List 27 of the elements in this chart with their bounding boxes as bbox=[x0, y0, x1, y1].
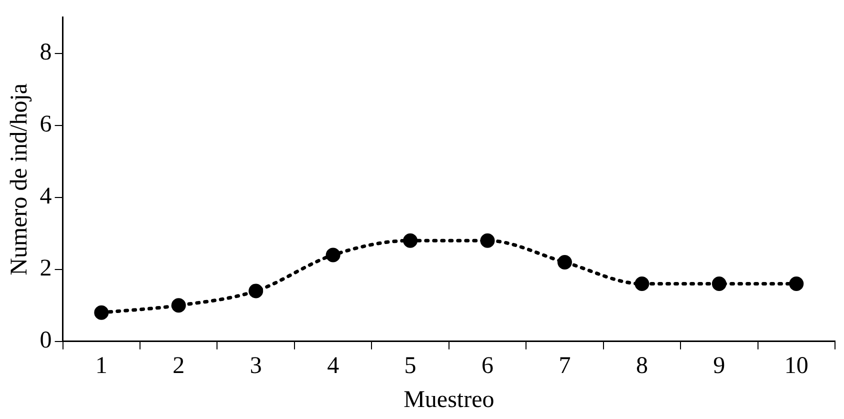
x-tick-label: 10 bbox=[784, 353, 808, 380]
y-axis-title: Numero de ind/hoja bbox=[6, 83, 33, 276]
point bbox=[634, 276, 650, 292]
y-tick-label: 4 bbox=[40, 184, 52, 210]
y-tick-label: 0 bbox=[40, 328, 52, 354]
point bbox=[94, 305, 109, 320]
point bbox=[403, 233, 418, 248]
x-tick-label: 6 bbox=[482, 353, 494, 380]
point bbox=[326, 248, 340, 262]
x-tick-label: 4 bbox=[327, 353, 340, 380]
x-tick-label: 7 bbox=[558, 353, 571, 380]
x-tick-label: 9 bbox=[713, 353, 726, 380]
point bbox=[712, 276, 726, 292]
x-axis-title: Muestreo bbox=[404, 386, 494, 413]
x-tick-label: 3 bbox=[250, 353, 262, 380]
y-tick-label: 2 bbox=[40, 256, 52, 282]
x-tick-label: 8 bbox=[636, 353, 648, 380]
point bbox=[480, 233, 495, 248]
x-tick-label: 2 bbox=[172, 353, 185, 380]
point bbox=[557, 254, 572, 270]
point bbox=[248, 284, 264, 298]
point bbox=[171, 298, 186, 313]
y-tick-label: 6 bbox=[40, 112, 52, 138]
y-tick-label: 8 bbox=[40, 40, 52, 66]
point bbox=[789, 276, 804, 292]
x-tick-label: 1 bbox=[95, 353, 108, 380]
x-tick-label: 5 bbox=[404, 353, 416, 380]
